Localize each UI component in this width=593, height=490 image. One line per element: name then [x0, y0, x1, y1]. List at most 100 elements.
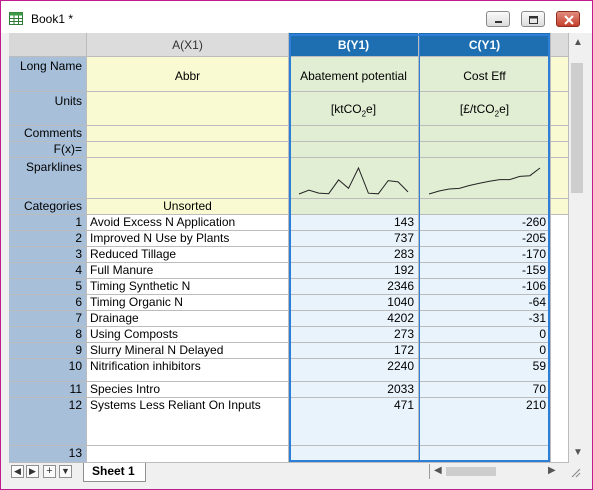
cell-b[interactable]: 2346: [289, 279, 419, 295]
long-name-a[interactable]: Abbr: [87, 57, 289, 92]
comments-b[interactable]: [289, 126, 419, 142]
row-header[interactable]: 9: [9, 343, 87, 359]
minimize-button[interactable]: [486, 11, 510, 27]
cell-c[interactable]: 210: [419, 398, 551, 446]
formula-b[interactable]: [289, 142, 419, 158]
row-header[interactable]: 3: [9, 247, 87, 263]
cell-c[interactable]: -205: [419, 231, 551, 247]
add-sheet-button[interactable]: +: [43, 465, 56, 478]
cell-a[interactable]: Species Intro: [87, 382, 289, 398]
row-header[interactable]: 11: [9, 382, 87, 398]
categories-empty[interactable]: [551, 199, 569, 215]
cell-a[interactable]: Slurry Mineral N Delayed: [87, 343, 289, 359]
cell-a[interactable]: Using Composts: [87, 327, 289, 343]
vertical-scrollbar[interactable]: ▲ ▼: [569, 33, 585, 463]
comments-a[interactable]: [87, 126, 289, 142]
row-header[interactable]: 5: [9, 279, 87, 295]
cell-b[interactable]: 4202: [289, 311, 419, 327]
row-header[interactable]: 6: [9, 295, 87, 311]
categories-b[interactable]: [289, 199, 419, 215]
cell-b[interactable]: 273: [289, 327, 419, 343]
long-name-empty[interactable]: [551, 57, 569, 92]
cell-a[interactable]: Systems Less Reliant On Inputs: [87, 398, 289, 446]
cell-b[interactable]: 2033: [289, 382, 419, 398]
sparklines-label[interactable]: Sparklines: [9, 158, 87, 199]
units-label[interactable]: Units: [9, 92, 87, 126]
formula-a[interactable]: [87, 142, 289, 158]
cell-a[interactable]: Reduced Tillage: [87, 247, 289, 263]
long-name-c[interactable]: Cost Eff: [419, 57, 551, 92]
comments-label[interactable]: Comments: [9, 126, 87, 142]
cell-b[interactable]: 737: [289, 231, 419, 247]
row-header[interactable]: 4: [9, 263, 87, 279]
cell-a[interactable]: Nitrification inhibitors: [87, 359, 289, 382]
first-sheet-button[interactable]: ◀: [11, 465, 24, 478]
last-sheet-button[interactable]: ▶: [26, 465, 39, 478]
cell-b[interactable]: 192: [289, 263, 419, 279]
units-c[interactable]: [£/tCO2e]: [419, 92, 551, 126]
resize-grip-icon[interactable]: [569, 466, 581, 478]
formula-label[interactable]: F(x)=: [9, 142, 87, 158]
column-header-empty[interactable]: [551, 33, 569, 57]
cell-c[interactable]: -31: [419, 311, 551, 327]
cell-c[interactable]: 0: [419, 327, 551, 343]
row-header[interactable]: 13: [9, 446, 87, 463]
formula-c[interactable]: [419, 142, 551, 158]
sparkline-c[interactable]: [419, 158, 551, 199]
cell-b[interactable]: 172: [289, 343, 419, 359]
horizontal-scrollbar[interactable]: ◀ ▶: [429, 464, 560, 479]
cell-b[interactable]: 2240: [289, 359, 419, 382]
vertical-scroll-thumb[interactable]: [571, 63, 583, 193]
long-name-label[interactable]: Long Name: [9, 57, 87, 92]
categories-label[interactable]: Categories: [9, 199, 87, 215]
cell-b[interactable]: 143: [289, 215, 419, 231]
maximize-button[interactable]: [521, 11, 545, 27]
scroll-down-icon[interactable]: ▼: [573, 447, 583, 458]
scroll-right-icon[interactable]: ▶: [548, 465, 556, 476]
worksheet-grid[interactable]: A(X1) B(Y1) C(Y1) Long Name Abbr Abateme…: [9, 33, 569, 463]
units-empty[interactable]: [551, 92, 569, 126]
cell-b[interactable]: 471: [289, 398, 419, 446]
sparklines-empty[interactable]: [551, 158, 569, 199]
column-header-a[interactable]: A(X1): [87, 33, 289, 57]
row-header[interactable]: 10: [9, 359, 87, 382]
cell-b[interactable]: [289, 446, 419, 463]
cell-a[interactable]: Timing Synthetic N: [87, 279, 289, 295]
scroll-left-icon[interactable]: ◀: [434, 465, 442, 476]
close-button[interactable]: [556, 11, 580, 27]
cell-c[interactable]: 70: [419, 382, 551, 398]
sheet-list-button[interactable]: ▼: [59, 465, 72, 478]
cell-a[interactable]: Full Manure: [87, 263, 289, 279]
sparkline-b[interactable]: [289, 158, 419, 199]
column-header-b[interactable]: B(Y1): [289, 33, 419, 57]
row-header[interactable]: 1: [9, 215, 87, 231]
cell-a[interactable]: Timing Organic N: [87, 295, 289, 311]
cell-b[interactable]: 283: [289, 247, 419, 263]
sheet-tab-sheet1[interactable]: Sheet 1: [83, 463, 146, 482]
cell-c[interactable]: -64: [419, 295, 551, 311]
comments-c[interactable]: [419, 126, 551, 142]
cell-b[interactable]: 1040: [289, 295, 419, 311]
cell-c[interactable]: -260: [419, 215, 551, 231]
cell-c[interactable]: 59: [419, 359, 551, 382]
cell-a[interactable]: Improved N Use by Plants: [87, 231, 289, 247]
scroll-up-icon[interactable]: ▲: [573, 37, 583, 48]
row-header[interactable]: 12: [9, 398, 87, 446]
row-header[interactable]: 2: [9, 231, 87, 247]
cell-c[interactable]: 0: [419, 343, 551, 359]
row-header[interactable]: 7: [9, 311, 87, 327]
cell-c[interactable]: [419, 446, 551, 463]
row-header[interactable]: 8: [9, 327, 87, 343]
long-name-b[interactable]: Abatement potential: [289, 57, 419, 92]
cell-a[interactable]: [87, 446, 289, 463]
title-bar[interactable]: Book1 *: [1, 1, 592, 33]
categories-c[interactable]: [419, 199, 551, 215]
units-a[interactable]: [87, 92, 289, 126]
cell-c[interactable]: -159: [419, 263, 551, 279]
comments-empty[interactable]: [551, 126, 569, 142]
formula-empty[interactable]: [551, 142, 569, 158]
cell-c[interactable]: -170: [419, 247, 551, 263]
cell-c[interactable]: -106: [419, 279, 551, 295]
column-header-c[interactable]: C(Y1): [419, 33, 551, 57]
empty-column-cells[interactable]: [551, 215, 569, 463]
